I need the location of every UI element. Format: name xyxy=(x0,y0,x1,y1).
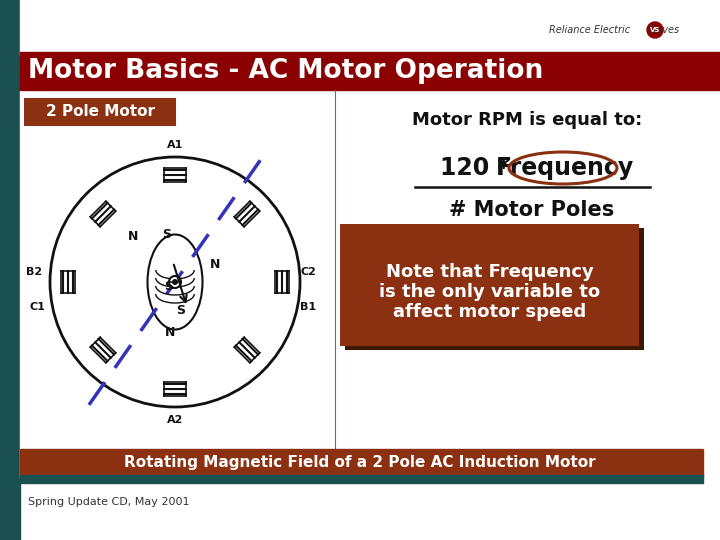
Text: Reliance Electric: Reliance Electric xyxy=(549,25,630,35)
Circle shape xyxy=(647,22,663,38)
Bar xyxy=(0,0,20,540)
Text: Note that Frequency: Note that Frequency xyxy=(386,263,593,281)
Text: VS: VS xyxy=(650,27,660,33)
Text: S: S xyxy=(163,227,171,240)
FancyBboxPatch shape xyxy=(340,224,639,346)
Text: Motor Basics - AC Motor Operation: Motor Basics - AC Motor Operation xyxy=(28,58,544,84)
Text: 2 Pole Motor: 2 Pole Motor xyxy=(45,105,155,119)
Text: B2: B2 xyxy=(26,267,42,277)
Bar xyxy=(20,52,720,90)
Bar xyxy=(20,90,720,478)
Text: C2: C2 xyxy=(300,267,316,277)
Text: A2: A2 xyxy=(167,415,183,425)
Text: N: N xyxy=(210,258,220,271)
Text: S: S xyxy=(164,280,174,293)
FancyBboxPatch shape xyxy=(345,228,644,350)
Text: affect motor speed: affect motor speed xyxy=(393,303,586,321)
Text: is the only variable to: is the only variable to xyxy=(379,283,600,301)
Text: Drives: Drives xyxy=(649,25,680,35)
Text: Spring Update CD, May 2001: Spring Update CD, May 2001 xyxy=(28,497,189,507)
Bar xyxy=(20,0,720,55)
Text: # Motor Poles: # Motor Poles xyxy=(449,200,615,220)
Text: Frequency: Frequency xyxy=(496,156,634,180)
Text: Rotating Magnetic Field of a 2 Pole AC Induction Motor: Rotating Magnetic Field of a 2 Pole AC I… xyxy=(124,456,596,470)
Bar xyxy=(20,475,703,483)
Text: A1: A1 xyxy=(167,140,183,150)
Text: B1: B1 xyxy=(300,302,316,312)
Text: N: N xyxy=(128,231,138,244)
Circle shape xyxy=(172,279,178,285)
Text: 120 *: 120 * xyxy=(440,156,518,180)
Bar xyxy=(20,449,703,477)
Text: C1: C1 xyxy=(29,302,45,312)
Text: Motor RPM is equal to:: Motor RPM is equal to: xyxy=(412,111,642,129)
Text: N: N xyxy=(165,326,175,339)
Text: S: S xyxy=(176,303,186,316)
Circle shape xyxy=(169,276,181,288)
FancyBboxPatch shape xyxy=(24,98,176,126)
